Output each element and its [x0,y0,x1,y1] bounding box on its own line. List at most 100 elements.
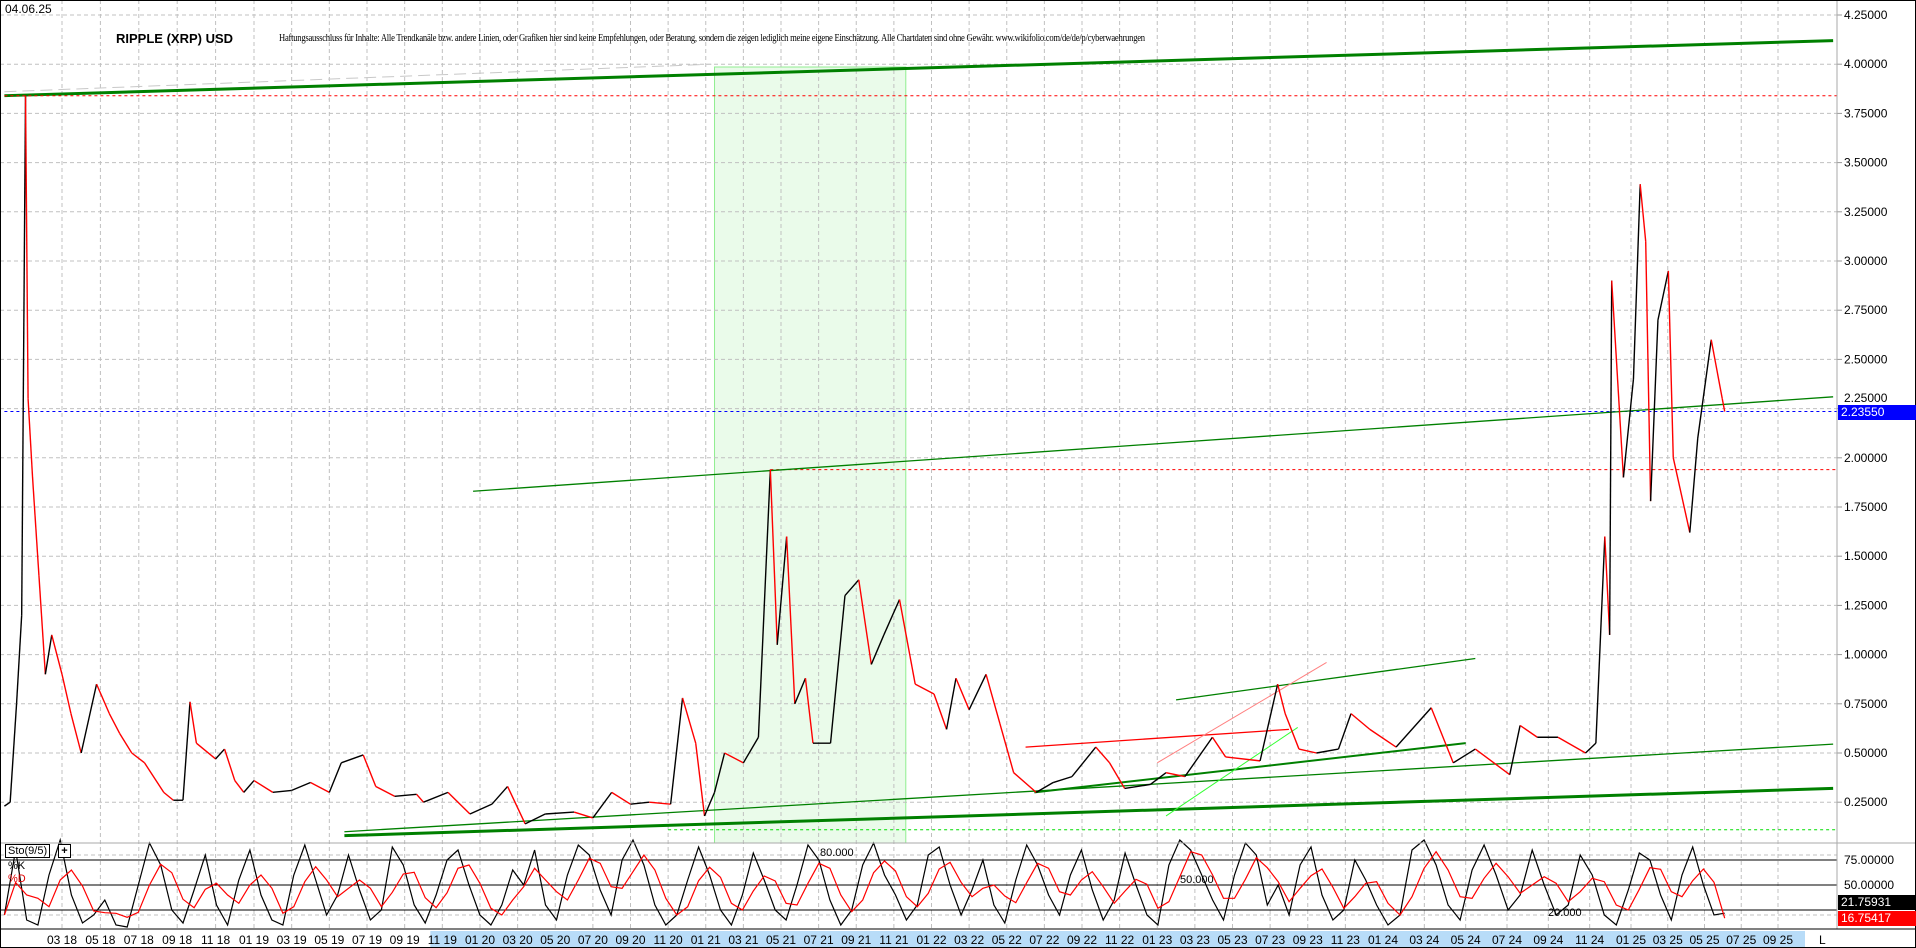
price-segment [1474,748,1511,776]
x-axis-end-label[interactable]: L [1819,933,1826,947]
price-segment [1035,781,1054,793]
trend-line[interactable] [344,743,1834,833]
price-segment [163,791,174,801]
y-tick-label: 3.25000 [1844,205,1888,219]
price-segment [108,713,121,734]
price-segment [362,754,377,787]
price-segment [15,615,23,704]
stochastic-d-line [3,850,1726,919]
price-segment [703,792,716,817]
price-segment [1284,713,1300,750]
price-segment [724,752,744,764]
x-tick-label: 07 20 [578,933,608,947]
x-tick-label: 01 21 [691,933,721,947]
price-segment [70,713,82,754]
x-tick-label: 03 22 [954,933,984,947]
x-tick-label: 07 19 [352,933,382,947]
x-tick-label: 09 24 [1533,933,1563,947]
price-segment [1225,756,1261,762]
x-tick-label: 05 23 [1217,933,1247,947]
price-segment [669,697,684,805]
x-tick-label: 03 20 [503,933,533,947]
price-segment [545,811,575,815]
price-segment [914,683,935,695]
price-segment [945,678,957,730]
price-segment [955,677,970,710]
x-axis-selection[interactable] [430,931,1805,947]
price-segment [1316,748,1339,754]
x-tick-label: 09 18 [162,933,192,947]
price-segment [1149,772,1167,786]
level-50-label: 50.000 [1180,874,1214,886]
price-segment [1697,339,1712,439]
price-segment [243,780,255,793]
add-indicator-button[interactable]: + [58,844,71,858]
price-segment [182,701,191,801]
x-tick-label: 03 25 [1653,933,1683,947]
chart-title: RIPPLE (XRP) USD [116,31,234,46]
light-red-trend-line[interactable] [1156,662,1327,764]
trend-line[interactable] [4,39,1834,98]
price-segment [794,677,807,705]
price-segment [1611,280,1625,478]
price-segment [1672,457,1691,533]
price-segment [573,811,594,819]
price-segment [27,398,34,478]
y-tick-label: 2.50000 [1844,352,1888,366]
y-tick-label: 1.75000 [1844,500,1888,514]
x-tick-label: 01 24 [1368,933,1398,947]
price-segment [1013,772,1037,793]
y-tick-label: 1.25000 [1844,598,1888,612]
x-tick-label: 11 20 [654,933,683,947]
price-segment [447,791,471,815]
light-green-trend-line[interactable] [1165,727,1298,817]
x-tick-label: 09 19 [390,933,420,947]
x-tick-label: 11 21 [879,933,908,947]
price-segment [858,579,872,665]
price-segment [649,801,671,805]
trend-line[interactable] [1034,742,1466,794]
trend-line[interactable] [344,786,1834,838]
price-segment [394,793,417,797]
price-segment [695,743,706,817]
price-segment [883,599,901,636]
x-tick-label: 01 25 [1616,933,1646,947]
gray-trend-line[interactable] [4,63,712,93]
price-segment [272,789,292,794]
k-legend: %K [8,860,26,872]
price-segment [1721,398,1726,412]
x-tick-label: 09 20 [615,933,645,947]
stochastic-indicator-label[interactable]: Sto(9/5) [5,844,51,858]
x-tick-label: 11 19 [428,933,457,947]
price-segment [742,736,760,764]
trend-line[interactable] [1175,657,1476,701]
price-segment [119,732,133,754]
price-segment [1519,724,1538,738]
price-segment [1710,339,1723,399]
y-tick-label: 0.25000 [1844,795,1888,809]
price-segment [870,634,885,665]
x-tick-label: 05 21 [766,933,796,947]
last-d-label: 16.75417 [1838,911,1916,926]
price-segment [898,599,916,685]
price-segment [1350,713,1371,730]
y-tick-label: 1.50000 [1844,549,1888,563]
price-segment [1608,280,1613,635]
y-tick-label: 0.50000 [1844,746,1888,760]
price-segment [1395,707,1432,748]
price-segment [1052,775,1073,784]
y-tick-label: 2.25000 [1844,391,1888,405]
trend-line[interactable] [473,396,1834,492]
price-segment [1337,713,1352,750]
red-trend-line[interactable] [1025,728,1289,748]
level-80-label: 80.000 [820,847,854,859]
price-segment [506,786,526,825]
price-segment [1071,746,1097,778]
x-tick-label: 07 23 [1255,933,1285,947]
y-tick-label: 4.25000 [1844,8,1888,22]
price-segment [491,785,509,805]
price-segment [416,793,425,803]
x-tick-label: 07 18 [124,933,154,947]
x-tick-label: 01 22 [916,933,946,947]
